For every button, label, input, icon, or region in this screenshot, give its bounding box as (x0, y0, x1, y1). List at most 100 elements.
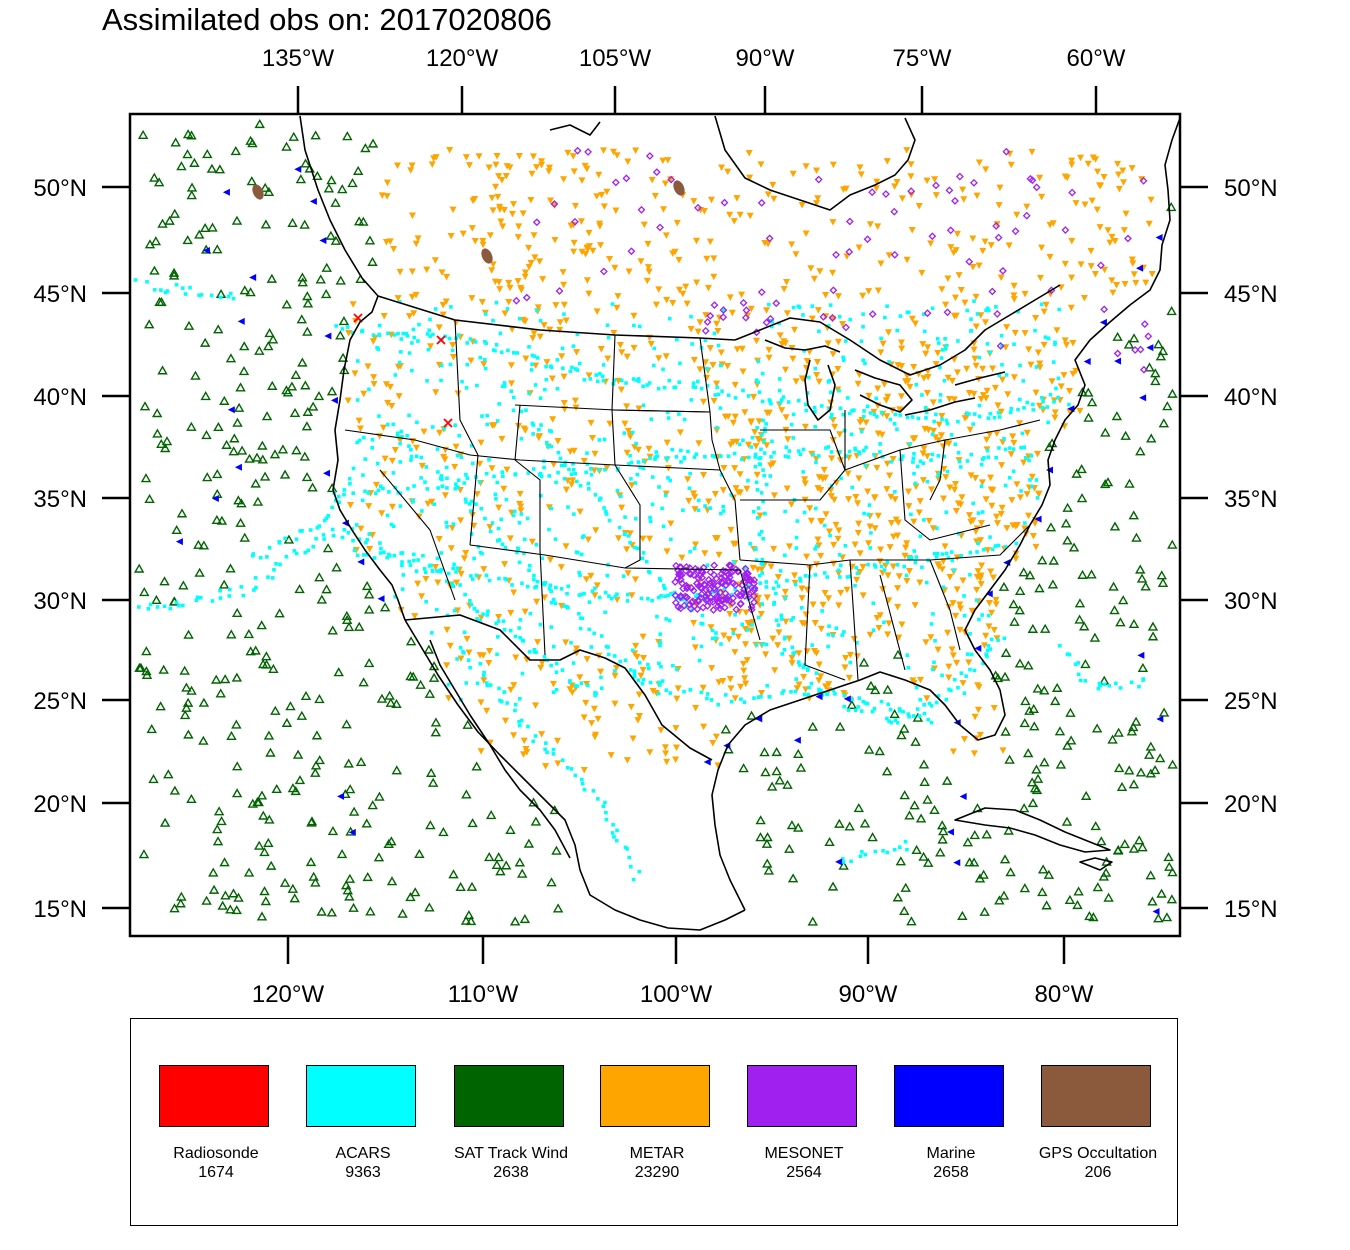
acars-marker (669, 537, 673, 542)
bottom-lon-label: 90°W (839, 981, 898, 1008)
sat-track-wind-marker (899, 723, 910, 733)
metar-marker (706, 238, 714, 246)
acars-marker (442, 426, 446, 431)
metar-marker (873, 178, 881, 186)
metar-marker (855, 244, 863, 251)
metar-marker (988, 609, 996, 617)
marine-marker (357, 558, 365, 566)
sat-track-wind-marker (1113, 727, 1124, 737)
metar-marker (866, 221, 874, 228)
acars-marker (445, 525, 449, 529)
sat-track-wind-marker (294, 584, 305, 594)
metar-marker (476, 460, 484, 468)
acars-marker (601, 363, 606, 367)
sat-track-wind-marker (834, 721, 846, 731)
acars-marker (458, 645, 463, 650)
metar-marker (1010, 292, 1018, 299)
acars-marker (532, 573, 536, 578)
sat-track-wind-marker (904, 810, 915, 820)
acars-marker (943, 336, 947, 341)
metar-marker (875, 624, 883, 632)
acars-marker (641, 403, 646, 408)
sat-track-wind-marker (212, 244, 223, 254)
sat-track-wind-marker (235, 382, 246, 392)
metar-marker (920, 375, 928, 382)
sat-track-wind-marker (906, 916, 917, 926)
acars-marker (682, 689, 686, 694)
sat-track-wind-marker (981, 829, 992, 839)
acars-marker (741, 438, 745, 443)
acars-marker (1014, 541, 1019, 546)
metar-marker (998, 462, 1006, 469)
sat-track-wind-marker (1113, 762, 1125, 773)
acars-marker (596, 797, 600, 801)
metar-marker (894, 532, 902, 539)
acars-marker (416, 558, 420, 562)
acars-marker (863, 463, 868, 468)
metar-marker (883, 486, 891, 493)
metar-marker (845, 496, 853, 503)
acars-marker (501, 474, 505, 479)
sat-track-wind-marker (141, 666, 152, 676)
acars-marker (360, 329, 364, 334)
mesonet-marker (706, 568, 715, 577)
sat-track-wind-marker (1028, 703, 1039, 713)
sat-track-wind-marker (300, 690, 312, 700)
metar-marker (736, 471, 744, 478)
sat-track-wind-marker (1100, 867, 1112, 877)
metar-marker (344, 397, 352, 405)
acars-marker (526, 724, 530, 729)
metar-marker (408, 293, 416, 301)
acars-marker (494, 300, 499, 305)
acars-marker (993, 544, 998, 548)
metar-marker (1012, 555, 1020, 563)
acars-marker (759, 491, 764, 495)
sat-track-wind-marker (361, 818, 372, 828)
metar-marker (462, 549, 470, 557)
radiosonde-marker (436, 335, 446, 345)
acars-marker (543, 387, 547, 392)
acars-marker (387, 490, 391, 494)
acars-marker (632, 323, 636, 328)
acars-marker (754, 378, 759, 382)
acars-marker (968, 632, 972, 636)
sat-track-wind-marker (1116, 781, 1128, 792)
acars-marker (799, 606, 804, 610)
metar-marker (949, 600, 957, 607)
sat-track-wind-marker (760, 767, 771, 777)
acars-marker (430, 631, 434, 635)
acars-marker (952, 677, 957, 682)
metar-marker (824, 340, 832, 347)
metar-marker (534, 304, 542, 311)
metar-marker (1020, 459, 1028, 467)
sat-track-wind-marker (1167, 388, 1178, 398)
metar-marker (702, 359, 710, 366)
metar-marker (562, 543, 570, 550)
metar-marker (982, 395, 990, 402)
metar-marker (924, 344, 932, 351)
sat-track-wind-marker (376, 693, 388, 703)
acars-marker (705, 383, 710, 388)
metar-marker (729, 419, 737, 427)
acars-marker (159, 288, 163, 292)
acars-marker (340, 535, 345, 540)
acars-marker (783, 596, 788, 600)
metar-marker (833, 479, 841, 487)
acars-marker (601, 378, 606, 383)
acars-marker (540, 581, 545, 586)
metar-marker (781, 340, 789, 347)
acars-marker (650, 598, 654, 603)
acars-marker (435, 569, 439, 573)
acars-marker (603, 467, 607, 472)
sat-track-wind-marker (1032, 683, 1043, 693)
sat-track-wind-marker (287, 217, 298, 227)
acars-marker (914, 685, 919, 690)
mesonet-marker (677, 571, 686, 580)
metar-marker (854, 529, 862, 537)
marine-marker (959, 793, 967, 801)
marine-marker (1099, 318, 1107, 326)
sat-track-wind-marker (1008, 599, 1019, 609)
metar-marker (569, 477, 577, 484)
metar-marker (891, 496, 899, 503)
metar-marker (434, 579, 442, 587)
